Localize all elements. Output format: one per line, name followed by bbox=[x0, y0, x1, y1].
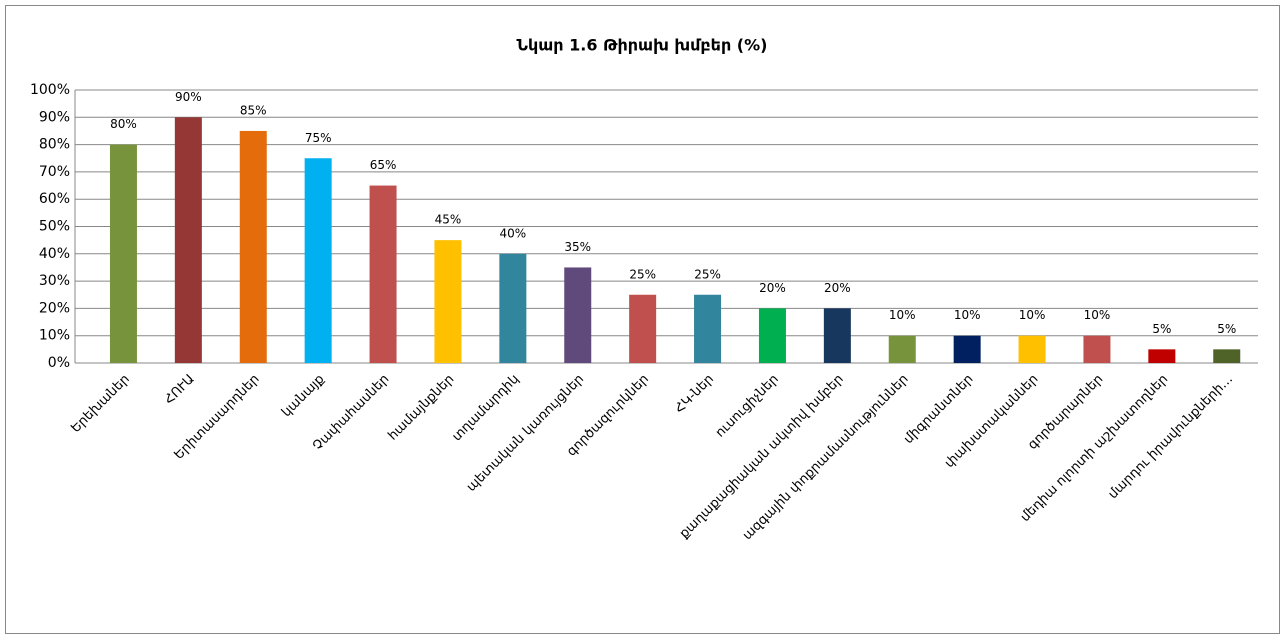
value-label: 5% bbox=[1217, 322, 1236, 336]
bar bbox=[499, 253, 527, 363]
value-label: 20% bbox=[759, 281, 786, 295]
value-label: 90% bbox=[175, 90, 202, 104]
value-label: 20% bbox=[824, 281, 851, 295]
value-label: 10% bbox=[1019, 308, 1046, 322]
y-tick-label: 100% bbox=[30, 82, 70, 98]
value-label: 65% bbox=[370, 158, 397, 172]
value-label: 25% bbox=[694, 267, 721, 281]
value-label: 85% bbox=[240, 103, 267, 117]
bar bbox=[564, 267, 592, 363]
value-label: 5% bbox=[1152, 322, 1171, 336]
bar bbox=[239, 130, 267, 363]
bar bbox=[1018, 335, 1046, 363]
y-tick-label: 40% bbox=[39, 246, 70, 262]
value-label: 45% bbox=[435, 213, 462, 227]
bar bbox=[1148, 349, 1176, 363]
bar bbox=[369, 185, 397, 363]
value-label: 75% bbox=[305, 131, 332, 145]
bar bbox=[758, 308, 786, 363]
value-label: 80% bbox=[110, 117, 137, 131]
y-tick-label: 20% bbox=[39, 300, 70, 316]
y-tick-label: 30% bbox=[39, 273, 70, 289]
y-tick-label: 80% bbox=[39, 137, 70, 153]
value-label: 40% bbox=[500, 226, 527, 240]
bar bbox=[694, 294, 722, 363]
y-tick-label: 70% bbox=[39, 164, 70, 180]
y-tick-label: 0% bbox=[48, 355, 70, 371]
value-label: 35% bbox=[564, 240, 591, 254]
bar bbox=[304, 158, 332, 363]
bar bbox=[1083, 335, 1111, 363]
chart-title: Նկար 1.6 Թիրախ խմբեր (%) bbox=[517, 36, 768, 55]
y-tick-label: 60% bbox=[39, 191, 70, 207]
value-label: 10% bbox=[889, 308, 916, 322]
bar bbox=[109, 144, 137, 363]
value-label: 10% bbox=[1084, 308, 1111, 322]
bar bbox=[888, 335, 916, 363]
y-tick-label: 50% bbox=[39, 219, 70, 235]
bar bbox=[953, 335, 981, 363]
bar bbox=[434, 240, 462, 363]
y-tick-label: 90% bbox=[39, 109, 70, 125]
value-label: 10% bbox=[954, 308, 981, 322]
bar bbox=[823, 308, 851, 363]
value-label: 25% bbox=[629, 267, 656, 281]
bar bbox=[1213, 349, 1241, 363]
y-tick-label: 10% bbox=[39, 328, 70, 344]
bar bbox=[629, 294, 657, 363]
bar bbox=[174, 117, 202, 363]
